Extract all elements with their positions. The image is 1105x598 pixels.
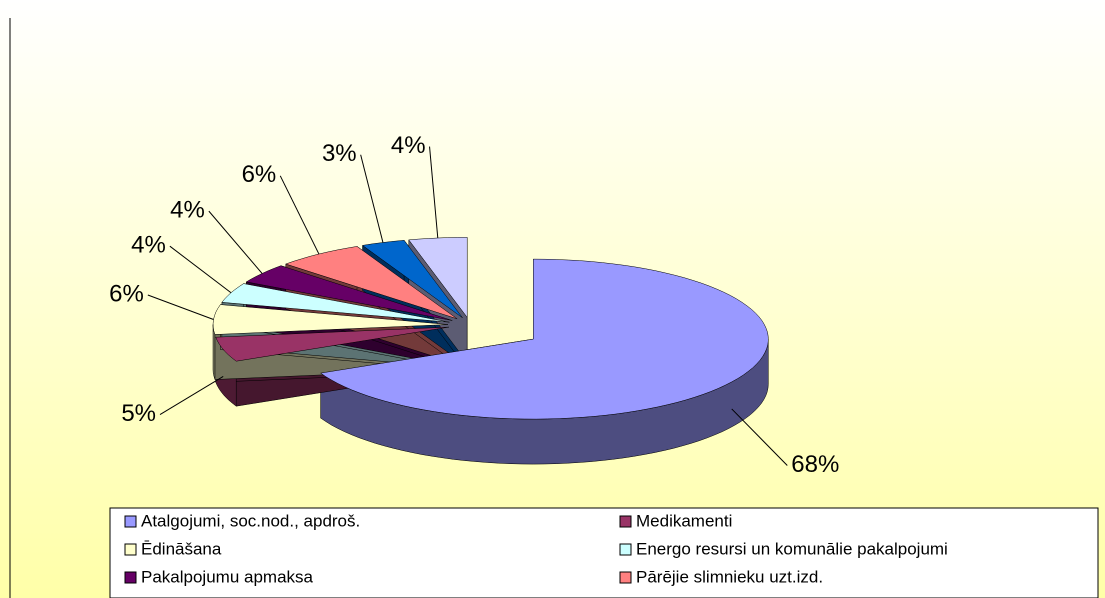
legend-label: Pakalpojumu apmaksa [141, 567, 314, 586]
leader-line [147, 294, 214, 320]
slice [320, 258, 769, 420]
leader-line [731, 408, 788, 466]
slice [361, 240, 463, 319]
data-label: 4% [391, 132, 426, 159]
leader-line [429, 146, 439, 239]
legend-swatch [124, 571, 137, 584]
leader-line [279, 175, 320, 255]
data-label: 4% [170, 196, 205, 223]
legend-label: Atalgojumi, soc.nod., apdroš. [141, 511, 360, 530]
data-label: 5% [121, 400, 156, 427]
legend [109, 507, 1099, 598]
data-label: 4% [131, 232, 166, 259]
leader-line [169, 245, 232, 294]
leader-line [360, 154, 384, 243]
legend-swatch [619, 515, 632, 528]
leader-line [208, 210, 263, 274]
slice [245, 265, 453, 321]
legend-swatch [619, 543, 632, 556]
legend-label: Pārējie slimnieku uzt.izd. [636, 567, 823, 586]
legend-swatch [124, 543, 137, 556]
slice [215, 326, 449, 362]
data-label: 6% [242, 161, 277, 188]
data-label: 68% [791, 451, 839, 478]
legend-swatch [124, 515, 137, 528]
legend-label: Energo resursi un komunālie pakalpojumi [636, 539, 948, 558]
legend-label: Medikamenti [636, 511, 732, 530]
slice [408, 237, 468, 319]
legend-label: Ēdināšana [141, 539, 222, 558]
leader-line [159, 376, 224, 415]
data-label: 6% [109, 280, 144, 307]
legend-swatch [619, 571, 632, 584]
data-label: 3% [322, 140, 357, 167]
